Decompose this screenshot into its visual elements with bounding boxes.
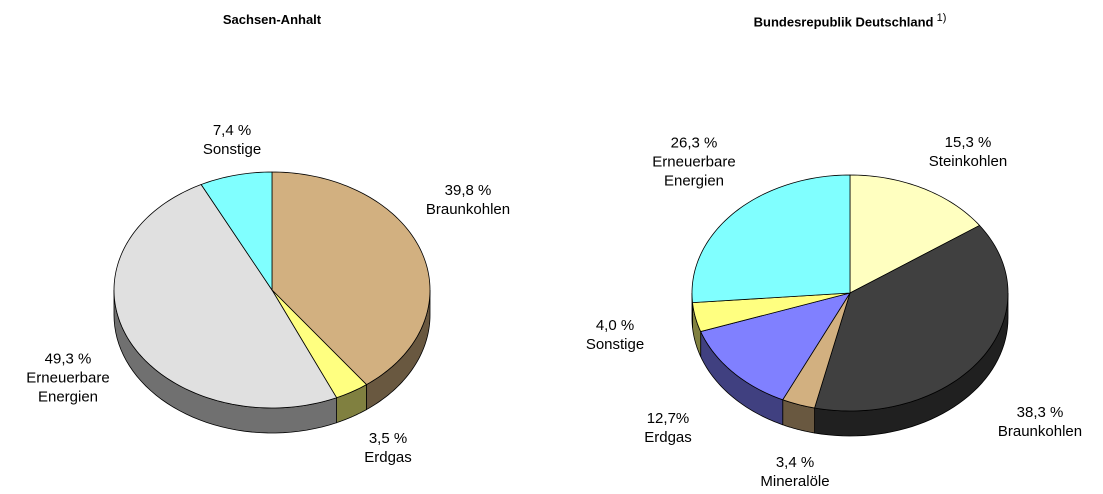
slice-label: 12,7% Erdgas [613, 409, 723, 447]
category-label: Mineralöle [760, 473, 830, 490]
pie-slice [113, 184, 338, 409]
slice-label: 39,8 % Braunkohlen [413, 181, 523, 219]
title-text: Bundesrepublik Deutschland [753, 14, 934, 30]
value-label: 15,3 % [944, 134, 992, 151]
pie-slice [200, 171, 273, 292]
value-label: 7,4 % [212, 122, 252, 139]
category-label: Erneuerbare Energien [26, 369, 110, 406]
category-label: Erneuerbare Energien [652, 153, 736, 190]
slice-label: 7,4 % Sonstige [177, 121, 287, 159]
value-label: 3,5 % [368, 430, 408, 447]
pie-slice [271, 289, 368, 399]
value-label: 39,8 % [444, 182, 492, 199]
footnote: 1) [933, 12, 947, 24]
slice-label: 3,5 % Erdgas [333, 429, 443, 467]
pie-slice [271, 171, 431, 386]
slice-label: 4,0 % Sonstige [560, 316, 670, 354]
category-label: Braunkohlen [997, 423, 1083, 440]
pie-slice [814, 224, 1009, 412]
value-label: 3,4 % [775, 454, 815, 471]
category-label: Braunkohlen [425, 201, 511, 218]
value-label: 49,3 % [44, 350, 92, 368]
pie-slice [849, 174, 981, 294]
value-label: 38,3 % [1016, 404, 1064, 421]
value-label: 26,3 % [670, 134, 718, 152]
chart-title: Bundesrepublik Deutschland 1) [754, 12, 947, 29]
category-label: Sonstige [202, 141, 262, 158]
slice-label: 38,3 % Braunkohlen [985, 403, 1095, 441]
category-label: Erdgas [364, 449, 412, 466]
chart-title: Sachsen-Anhalt [223, 12, 321, 27]
pie-slice [782, 292, 851, 409]
slice-label: 26,3 % Erneuerbare Energien [639, 134, 749, 191]
value-label: 4,0 % [595, 317, 635, 334]
category-label: Erdgas [644, 429, 692, 446]
category-label: Sonstige [585, 336, 645, 353]
category-label: Steinkohlen [928, 153, 1008, 170]
slice-label: 15,3 % Steinkohlen [913, 133, 1023, 171]
slice-label: 3,4 % Mineralöle [740, 453, 850, 491]
value-label: 12,7% [646, 410, 690, 427]
title-text: Sachsen-Anhalt [222, 12, 322, 27]
pie-slice [700, 292, 851, 401]
pie-slice [691, 174, 851, 304]
pie-slice [692, 292, 851, 333]
slice-label: 49,3 % Erneuerbare Energien [13, 350, 123, 407]
